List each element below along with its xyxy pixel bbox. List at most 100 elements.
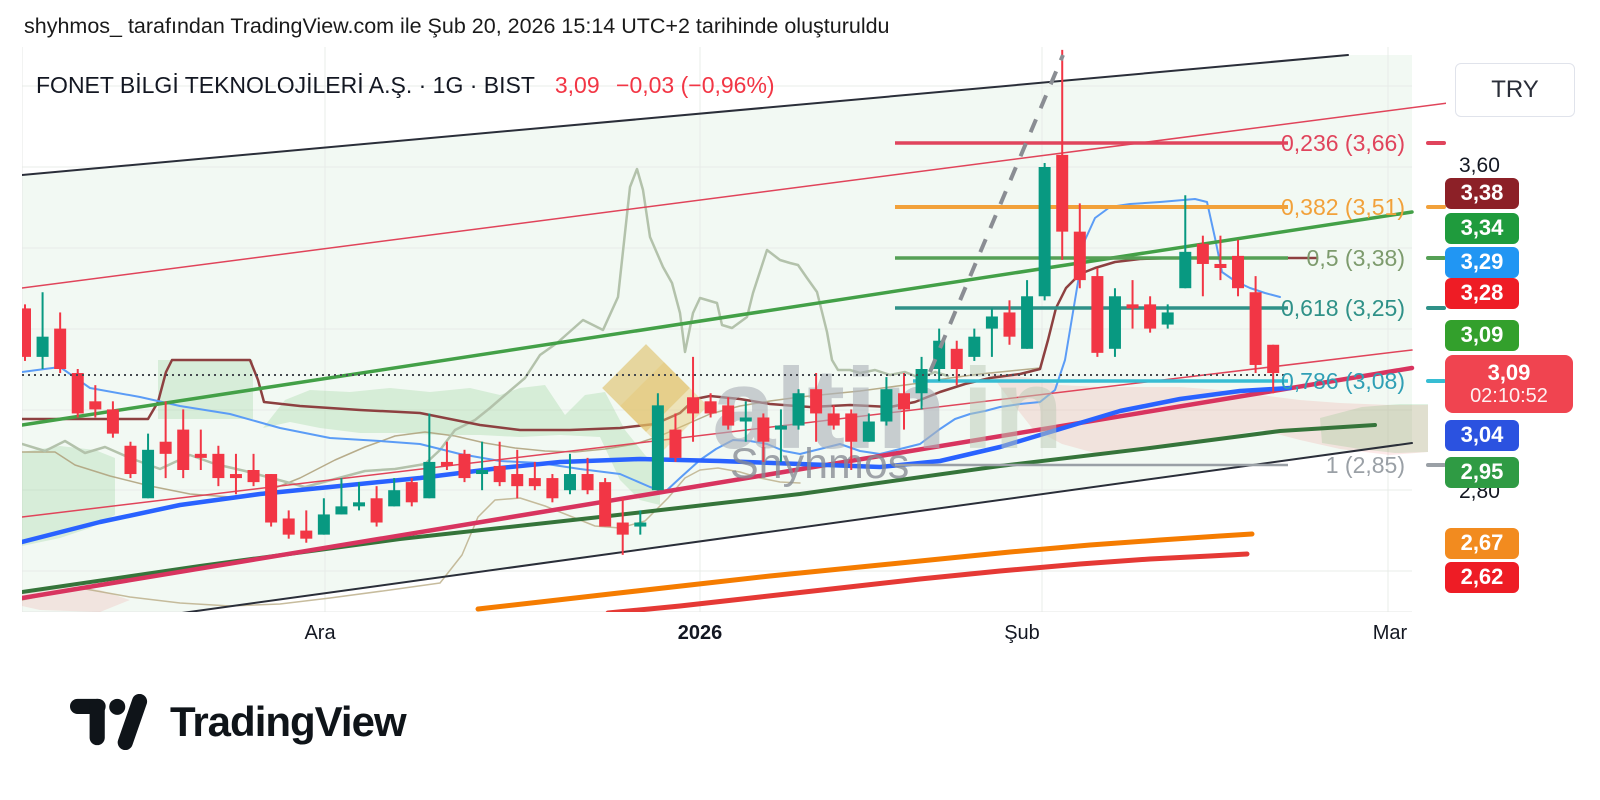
candle bbox=[1249, 276, 1262, 374]
fib-label: 1 (2,85) bbox=[1326, 452, 1405, 478]
kumo-right-green bbox=[1320, 404, 1428, 453]
candle bbox=[212, 445, 225, 487]
attribution-header: shyhmos_ tarafından TradingView.com ile … bbox=[24, 14, 890, 38]
channel-red-lower bbox=[22, 349, 1413, 518]
candle bbox=[1196, 235, 1209, 297]
altin-diamond-logo bbox=[602, 344, 708, 450]
kumo-center-green bbox=[263, 385, 660, 505]
candle bbox=[511, 449, 524, 499]
candle bbox=[1003, 300, 1016, 345]
candle bbox=[440, 441, 453, 470]
last-price: 3,09 bbox=[554, 72, 600, 98]
candle bbox=[528, 461, 541, 491]
candle bbox=[1232, 239, 1245, 297]
channel-fill bbox=[22, 55, 1412, 612]
candle bbox=[177, 409, 190, 479]
candle bbox=[634, 510, 647, 535]
indicator-price-badge: 3,09 bbox=[1445, 319, 1519, 351]
candle bbox=[827, 405, 840, 430]
candle bbox=[1126, 280, 1139, 329]
fib-label: 0,5 (3,38) bbox=[1307, 245, 1405, 271]
candle bbox=[89, 385, 102, 418]
symbol-name: FONET BİLGİ TEKNOLOJİLERİ A.Ş. · 1G · BI… bbox=[36, 72, 535, 98]
candle bbox=[106, 401, 119, 438]
candle bbox=[563, 453, 576, 495]
tradingview-attribution[interactable]: TradingView bbox=[70, 694, 407, 750]
indicator-price-badge: 2,62 bbox=[1445, 561, 1519, 593]
candle bbox=[388, 478, 401, 507]
candle bbox=[581, 457, 594, 495]
candle bbox=[1108, 288, 1121, 357]
indicator-price-badge: 2,95 bbox=[1445, 456, 1519, 488]
candle bbox=[880, 377, 893, 426]
price-axis-label: 3,60 bbox=[1459, 154, 1500, 177]
watermark: altin in Shyhmos bbox=[602, 344, 1063, 488]
candle bbox=[159, 401, 172, 479]
candle bbox=[1038, 162, 1051, 301]
candle bbox=[22, 304, 31, 361]
channel-black-upper bbox=[22, 54, 1349, 176]
candle bbox=[792, 389, 805, 430]
candle bbox=[458, 449, 471, 483]
time-axis-label: Mar bbox=[1372, 622, 1408, 644]
candle bbox=[810, 373, 823, 442]
time-axis-label: 2026 bbox=[677, 622, 723, 644]
candle bbox=[1091, 268, 1104, 357]
candle bbox=[194, 429, 207, 470]
channel-red-upper bbox=[22, 102, 1446, 289]
candle bbox=[247, 453, 260, 487]
candle bbox=[370, 486, 383, 527]
candle bbox=[142, 433, 155, 499]
chikou-lagging bbox=[22, 167, 950, 489]
candle bbox=[739, 401, 752, 442]
candle bbox=[124, 441, 137, 479]
channel-black-lower bbox=[181, 442, 1413, 612]
candle bbox=[687, 356, 700, 442]
candle bbox=[54, 312, 67, 374]
fib-label: 0,786 (3,08) bbox=[1281, 368, 1405, 394]
tenkan-tan bbox=[22, 367, 1041, 498]
countdown-timer: 02:10:52 bbox=[1470, 385, 1548, 408]
fib-label: 0,618 (3,25) bbox=[1281, 295, 1405, 321]
watermark-altin-text: altin bbox=[712, 346, 946, 473]
currency-toggle-button[interactable]: TRY bbox=[1455, 63, 1575, 117]
candle bbox=[1161, 304, 1174, 329]
indicator-price-badge: 3,34 bbox=[1445, 212, 1519, 244]
candle bbox=[36, 292, 49, 369]
ma-thick-blue bbox=[22, 385, 1293, 545]
candle bbox=[968, 328, 981, 361]
indicator-price-badge: 2,67 bbox=[1445, 527, 1519, 559]
candle bbox=[300, 510, 313, 543]
candle bbox=[669, 413, 682, 462]
candle bbox=[1214, 235, 1227, 281]
time-axis-label: Ara bbox=[304, 622, 336, 644]
kijun-brown bbox=[22, 256, 1319, 432]
candle bbox=[757, 413, 770, 462]
fib-label: 0,236 (3,66) bbox=[1281, 130, 1405, 156]
candle bbox=[1021, 280, 1034, 349]
candle bbox=[898, 373, 910, 430]
watermark-author: Shyhmos bbox=[730, 440, 909, 488]
price-change: −0,03 (−0,96%) bbox=[616, 72, 775, 98]
candle bbox=[476, 441, 489, 491]
candle bbox=[985, 308, 998, 357]
candle bbox=[317, 498, 330, 535]
tradingview-logo-icon bbox=[70, 694, 148, 750]
candle bbox=[1179, 195, 1192, 289]
candle bbox=[546, 474, 559, 503]
indicator-price-badge: 3,29 bbox=[1445, 246, 1519, 278]
dashed-projection-line bbox=[928, 54, 1065, 373]
candle bbox=[651, 393, 664, 491]
ma-slow-orange bbox=[475, 531, 1255, 612]
candle bbox=[862, 413, 875, 442]
candle bbox=[915, 356, 928, 410]
candle bbox=[616, 498, 629, 555]
ma-thin-blue bbox=[22, 198, 1281, 493]
candle bbox=[493, 441, 506, 487]
candle bbox=[423, 413, 436, 499]
indicator-price-badge: 3,28 bbox=[1445, 277, 1519, 309]
current-price-badge: 3,09 02:10:52 bbox=[1445, 355, 1573, 413]
candle bbox=[599, 478, 612, 527]
